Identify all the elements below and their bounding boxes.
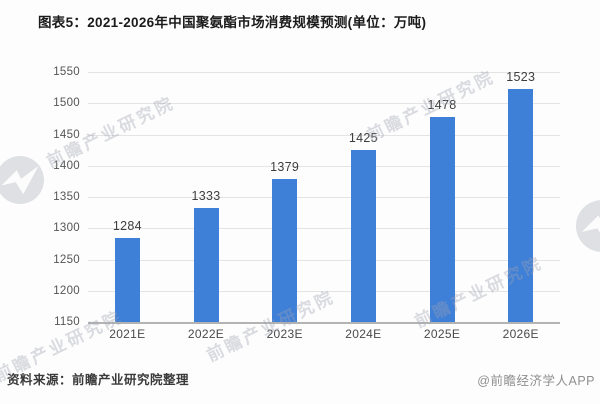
- x-axis-tick-label: 2022E: [187, 327, 225, 341]
- bar-slot: 1284: [88, 72, 167, 322]
- x-axis-tick-label: 2026E: [502, 327, 539, 341]
- bar-value-label: 1379: [270, 159, 300, 174]
- bar-value-label: 1478: [427, 98, 457, 112]
- bar-value-label: 1333: [191, 188, 221, 203]
- y-axis-tick-label: 1350: [53, 191, 80, 203]
- y-axis-tick-label: 1150: [54, 316, 80, 328]
- bar-series: 1284 1333 1379 1425 1478 1523: [88, 69, 560, 322]
- gridline: [88, 259, 560, 261]
- x-axis-tick-label: 2021E: [109, 327, 146, 341]
- bar-value-label: 1425: [348, 131, 378, 146]
- y-axis-tick-label: 1250: [53, 253, 80, 266]
- gridline: [88, 134, 560, 136]
- y-axis-tick-label: 1450: [53, 128, 80, 141]
- bar: [429, 117, 455, 322]
- bar-slot: 1333: [167, 72, 246, 322]
- gridline: [88, 165, 560, 167]
- y-axis-tick-label: 1500: [53, 97, 80, 110]
- bar-slot: 1379: [245, 72, 324, 322]
- x-axis-tick-label: 2023E: [266, 327, 303, 341]
- bar: [114, 238, 140, 322]
- y-axis-tick-label: 1550: [53, 66, 80, 78]
- bar: [193, 207, 219, 322]
- gridline: [88, 197, 560, 198]
- chart-title: 图表5：2021-2026年中国聚氨酯市场消费规模预测(单位：万吨): [38, 15, 427, 30]
- bar-slot: 1523: [481, 69, 560, 322]
- x-axis-tick-label: 2024E: [345, 327, 382, 341]
- y-axis-tick-label: 1400: [53, 159, 80, 172]
- y-axis-tick-label: 1300: [53, 222, 80, 235]
- bar-value-label: 1523: [506, 69, 536, 84]
- credit-note: @前瞻经济学人APP: [477, 374, 595, 388]
- source-note: 资料来源：前瞻产业研究院整理: [7, 373, 190, 387]
- bar: [508, 88, 534, 322]
- bar-slot: 1425: [324, 72, 403, 322]
- bar: [272, 178, 298, 322]
- y-axis-tick-label: 1200: [53, 284, 80, 297]
- watermark-logo-icon: [576, 200, 600, 252]
- gridline: [88, 72, 560, 73]
- gridline: [88, 290, 560, 292]
- bar-value-label: 1284: [112, 219, 142, 234]
- plot-area: 1284 1333 1379 1425 1478 1523: [88, 69, 560, 324]
- x-axis-line: [88, 322, 560, 324]
- gridline: [88, 103, 560, 105]
- bar: [350, 150, 376, 322]
- bar-slot: 1478: [403, 72, 482, 322]
- gridline: [88, 228, 560, 230]
- x-axis: 2021E 2022E 2023E 2024E 2025E 2026E: [88, 327, 560, 341]
- y-axis: 1150 1200 1250 1300 1350 1400 1450 1500 1550: [0, 66, 84, 328]
- x-axis-tick-label: 2025E: [423, 327, 461, 341]
